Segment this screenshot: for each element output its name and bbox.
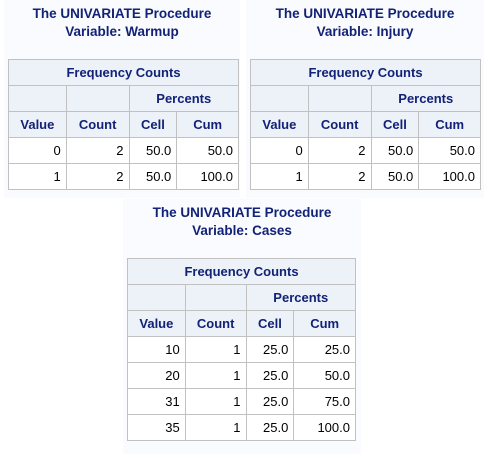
cell-value: 10	[127, 336, 186, 363]
cell-percent: 50.0	[128, 163, 178, 190]
cell-count: 1	[184, 336, 247, 363]
column-header-cell: Cell	[245, 310, 295, 337]
column-header-cell: Cell	[128, 111, 178, 138]
variable-name: Variable: Cases	[192, 223, 292, 238]
cell-count: 2	[65, 163, 130, 190]
cell-percent: 25.0	[245, 388, 295, 415]
cell-percent: 25.0	[245, 414, 295, 441]
table-title: Frequency Counts	[250, 59, 481, 86]
procedure-name: The UNIVARIATE Procedure	[152, 205, 332, 220]
cell-cum-percent: 100.0	[293, 414, 356, 441]
column-header-count: Count	[65, 111, 130, 138]
table-title: Frequency Counts	[127, 258, 356, 285]
column-header-count: Count	[184, 310, 247, 337]
cell-value: 1	[250, 163, 309, 190]
column-header-value: Value	[8, 111, 67, 138]
header-blank	[8, 85, 67, 112]
cell-count: 1	[184, 388, 247, 415]
table-row: 0 2 50.0 50.0	[250, 137, 481, 164]
cell-cum-percent: 50.0	[293, 362, 356, 389]
procedure-title-cases: The UNIVARIATE Procedure Variable: Cases	[123, 204, 361, 240]
cell-value: 0	[8, 137, 67, 164]
header-blank	[65, 85, 130, 112]
cell-cum-percent: 50.0	[176, 137, 239, 164]
column-header-cell: Cell	[370, 111, 420, 138]
table-row: 1 2 50.0 100.0	[8, 163, 239, 190]
cell-percent: 50.0	[128, 137, 178, 164]
percents-header: Percents	[370, 85, 481, 112]
percents-header: Percents	[245, 284, 357, 311]
frequency-counts-table-warmup: Frequency Counts Percents Value Count Ce…	[8, 59, 239, 190]
panel-injury: The UNIVARIATE Procedure Variable: Injur…	[246, 0, 484, 198]
variable-name: Variable: Warmup	[65, 24, 179, 39]
table-row: 0 2 50.0 50.0	[8, 137, 239, 164]
header-blank	[307, 85, 372, 112]
cell-cum-percent: 50.0	[418, 137, 481, 164]
cell-count: 2	[65, 137, 130, 164]
table-row: 1 2 50.0 100.0	[250, 163, 481, 190]
procedure-title-injury: The UNIVARIATE Procedure Variable: Injur…	[246, 5, 484, 41]
cell-count: 1	[184, 362, 247, 389]
cell-count: 1	[184, 414, 247, 441]
procedure-name: The UNIVARIATE Procedure	[275, 6, 455, 21]
table-row: 20 1 25.0 50.0	[127, 362, 356, 389]
panel-warmup: The UNIVARIATE Procedure Variable: Warmu…	[4, 0, 240, 198]
column-header-count: Count	[307, 111, 372, 138]
percents-header: Percents	[128, 85, 239, 112]
cell-percent: 25.0	[245, 362, 295, 389]
frequency-counts-table-cases: Frequency Counts Percents Value Count Ce…	[127, 258, 357, 441]
cell-cum-percent: 75.0	[293, 388, 356, 415]
cell-value: 1	[8, 163, 67, 190]
column-header-cum: Cum	[176, 111, 239, 138]
column-header-cum: Cum	[293, 310, 356, 337]
column-header-cum: Cum	[418, 111, 481, 138]
cell-cum-percent: 100.0	[418, 163, 481, 190]
cell-count: 2	[307, 163, 372, 190]
cell-percent: 50.0	[370, 163, 420, 190]
table-row: 35 1 25.0 100.0	[127, 414, 356, 441]
table-row: 10 1 25.0 25.0	[127, 336, 356, 363]
procedure-title-warmup: The UNIVARIATE Procedure Variable: Warmu…	[4, 5, 240, 41]
header-blank	[184, 284, 247, 311]
variable-name: Variable: Injury	[316, 24, 414, 39]
frequency-counts-table-injury: Frequency Counts Percents Value Count Ce…	[250, 59, 481, 190]
cell-cum-percent: 100.0	[176, 163, 239, 190]
column-header-value: Value	[250, 111, 309, 138]
cell-percent: 50.0	[370, 137, 420, 164]
cell-cum-percent: 25.0	[293, 336, 356, 363]
header-blank	[127, 284, 186, 311]
table-row: 31 1 25.0 75.0	[127, 388, 356, 415]
table-title: Frequency Counts	[8, 59, 239, 86]
cell-count: 2	[307, 137, 372, 164]
cell-percent: 25.0	[245, 336, 295, 363]
cell-value: 0	[250, 137, 309, 164]
panel-cases: The UNIVARIATE Procedure Variable: Cases…	[123, 199, 361, 454]
cell-value: 20	[127, 362, 186, 389]
procedure-name: The UNIVARIATE Procedure	[32, 6, 212, 21]
cell-value: 35	[127, 414, 186, 441]
column-header-value: Value	[127, 310, 186, 337]
cell-value: 31	[127, 388, 186, 415]
header-blank	[250, 85, 309, 112]
